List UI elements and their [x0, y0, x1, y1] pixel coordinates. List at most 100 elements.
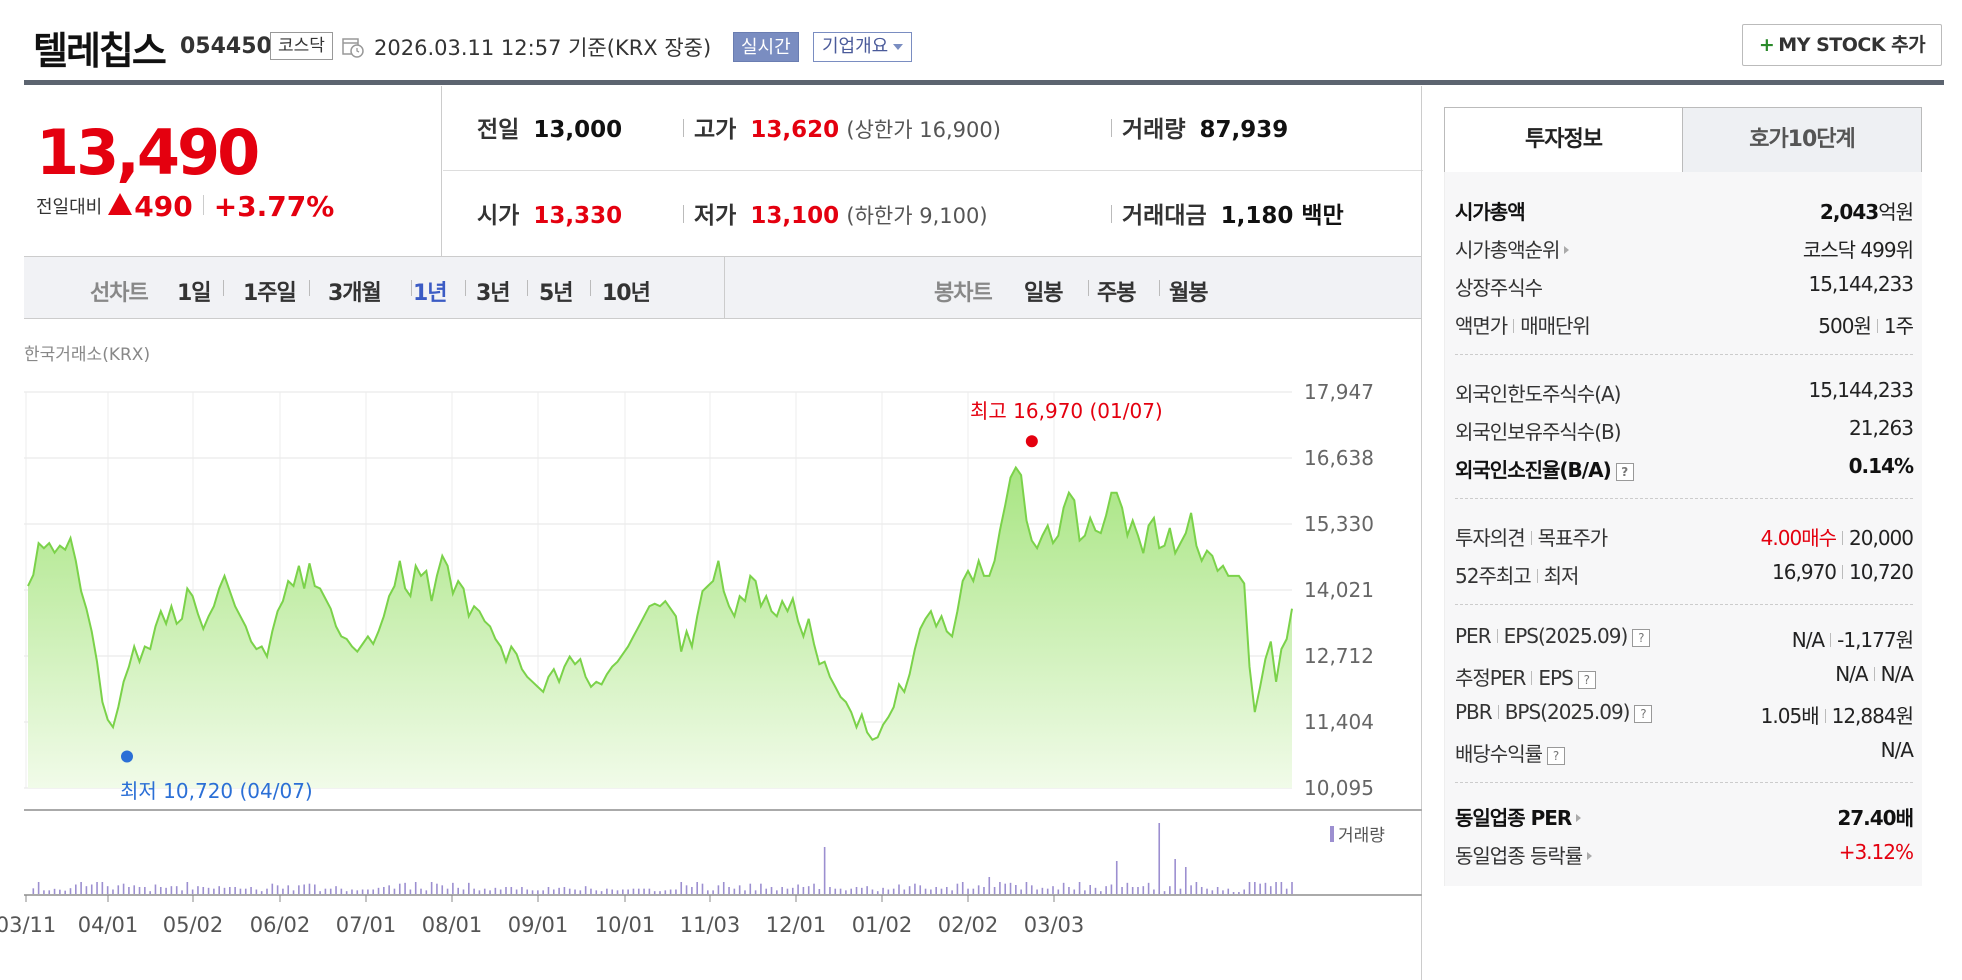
volume-bar [1275, 882, 1277, 895]
x-tick-label: 09/01 [508, 913, 569, 937]
volume-bar [1243, 889, 1246, 895]
up-triangle-icon [108, 193, 133, 215]
volume-bar [1046, 888, 1049, 895]
volume-bar [207, 887, 210, 895]
period-1d[interactable]: 1일 [177, 281, 212, 306]
volume-bar [850, 888, 852, 895]
price-area [28, 467, 1292, 788]
volume-bar [515, 889, 518, 895]
candle-monthly[interactable]: 월봉 [1169, 281, 1208, 306]
period-1w[interactable]: 1주일 [243, 281, 297, 306]
volume-bar [1137, 887, 1139, 895]
row-market-cap-rank[interactable]: 시가총액순위 코스닥 499위 [1455, 238, 1914, 262]
row-industry-per[interactable]: 동일업종 PER 27.40배 [1455, 806, 1914, 830]
volume-bar [1222, 890, 1224, 895]
help-icon[interactable]: ? [1615, 463, 1634, 481]
x-tick-label: 02/02 [938, 913, 999, 937]
price-chart[interactable]: 17,947 16,638 15,330 14,021 12,712 11,404 10,0… [0, 380, 1422, 940]
volume-bar [760, 883, 762, 895]
help-icon[interactable]: ? [1547, 747, 1565, 765]
volume-bar [1036, 889, 1038, 895]
period-3m[interactable]: 3개월 [328, 281, 382, 306]
volume-bar [303, 884, 305, 895]
volume-bar [90, 884, 93, 895]
volume-bar [574, 889, 576, 895]
volume-bar [1179, 888, 1182, 895]
x-tick-label: 06/02 [250, 913, 311, 937]
help-icon[interactable]: ? [1632, 629, 1651, 647]
volume-bar [712, 890, 714, 895]
row-per-eps: PER EPS(2025.09)? N/A -1,177원 [1455, 624, 1914, 652]
price-stats: 전일 13,000 고가 13,620 (상한가 16,900) 거래량 87,939… [443, 86, 1423, 256]
volume-bar [531, 890, 534, 895]
investment-info-panel: 시가총액 2,043억원 시가총액순위 코스닥 499위 상장주식수 15,144,2… [1444, 172, 1922, 886]
volume-bar [552, 889, 555, 895]
help-icon[interactable]: ? [1634, 705, 1653, 723]
volume-bar [409, 889, 412, 895]
help-icon[interactable]: ? [1577, 671, 1596, 689]
period-1y[interactable]: 1년 [413, 281, 448, 306]
volume-bar [1285, 888, 1288, 895]
volume-bar [876, 891, 879, 895]
volume-bar [59, 889, 61, 895]
volume-bar [74, 884, 77, 895]
price-line [27, 465, 1293, 742]
volume-bar [722, 882, 725, 895]
row-industry-change[interactable]: 동일업종 등락률 +3.12% [1455, 840, 1914, 868]
volume-bar [1200, 887, 1203, 895]
volume-bar [170, 886, 173, 895]
tab-order-book[interactable]: 호가10단계 [1682, 107, 1922, 173]
candle-weekly[interactable]: 주봉 [1097, 281, 1136, 306]
volume-bar [871, 889, 874, 895]
low-annotation: 최저 10,720 (04/07) [120, 779, 313, 803]
price-change-value: 490 [134, 190, 193, 223]
period-3y[interactable]: 3년 [476, 281, 511, 306]
period-5y[interactable]: 5년 [539, 281, 574, 306]
volume-bar [510, 887, 513, 895]
volume-bar [930, 889, 932, 895]
volume-bar [558, 887, 560, 895]
volume-bar [680, 882, 683, 895]
realtime-button[interactable]: 실시간 [733, 32, 799, 62]
divider [1421, 86, 1422, 980]
volume-bar [202, 887, 205, 895]
volume-bar [388, 885, 390, 895]
volume-bar [1078, 882, 1081, 895]
volume-bar [351, 889, 353, 895]
volume-bar [1121, 887, 1123, 895]
volume-bar [398, 883, 401, 895]
volume-bar [606, 888, 608, 895]
volume-bar [1041, 887, 1044, 895]
volume-bar [430, 882, 433, 895]
chart-period-bar: 선차트 1일 1주일 3개월 1년 3년 5년 10년 봉차트 일봉 주봉 월봉 [24, 256, 1422, 319]
add-my-stock-button[interactable]: + MY STOCK 추가 [1742, 24, 1942, 66]
volume-bar [845, 890, 847, 895]
period-10y[interactable]: 10년 [602, 281, 651, 306]
x-tick-label: 05/02 [163, 913, 224, 937]
volume-bar [69, 888, 72, 895]
volume-bar [627, 889, 629, 895]
volume-bar [165, 887, 167, 895]
volume-bar [1073, 889, 1076, 895]
volume-bar [701, 883, 704, 895]
row-market-cap: 시가총액 2,043억원 [1455, 200, 1914, 224]
row-pbr-bps: PBR BPS(2025.09)? 1.05배 12,884원 [1455, 700, 1914, 728]
volume-bar [452, 882, 454, 895]
volume-bar [797, 884, 799, 895]
volume-legend: 거래량 [1338, 826, 1385, 846]
volume-bar [483, 888, 486, 895]
volume-bar [468, 882, 470, 895]
candle-daily[interactable]: 일봉 [1024, 281, 1063, 306]
volume-bar [903, 889, 906, 895]
row-foreign-ratio: 외국인소진율(B/A)? 0.14% [1455, 454, 1914, 482]
corp-info-dropdown[interactable]: 기업개요 [813, 32, 913, 62]
volume-bar [892, 888, 895, 895]
volume-bar [579, 890, 582, 895]
volume-bar [478, 890, 481, 895]
tab-investment-info[interactable]: 투자정보 [1444, 107, 1683, 173]
volume-bar [754, 890, 757, 895]
volume-bar [404, 882, 406, 895]
chevron-right-icon [1564, 246, 1570, 254]
volume-bar [1084, 890, 1086, 895]
current-price: 13,490 [36, 116, 260, 189]
